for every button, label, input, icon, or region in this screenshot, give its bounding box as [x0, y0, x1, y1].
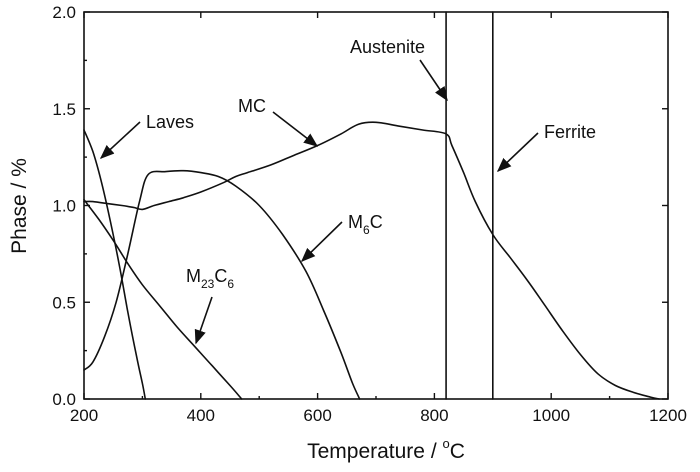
mc-curve: [83, 121, 660, 400]
m23c6-arrow: [194, 296, 213, 345]
m6c-label: M6C: [348, 212, 383, 237]
laves-label: Laves: [146, 112, 194, 132]
m23c6-label-sub: 23: [201, 277, 215, 291]
x-tick-label: 600: [303, 406, 331, 425]
laves-arrow: [99, 121, 141, 159]
y-tick-label: 0.5: [52, 293, 76, 312]
mc-arrow: [272, 111, 319, 147]
x-axis-title-main: Temperature /: [307, 440, 442, 463]
x-tick-label: 1000: [532, 406, 570, 425]
y-axis-ticks: 0.0 0.5 1.0 1.5 2.0: [52, 3, 668, 409]
laves-curve: [83, 129, 147, 400]
x-axis-title-unit: C: [450, 440, 465, 463]
x-tick-label: 200: [70, 406, 98, 425]
m6c-label-sub: 6: [363, 223, 370, 237]
austenite-arrow: [419, 59, 448, 102]
m23c6-label: M23C6: [186, 266, 234, 291]
ferrite-arrow: [496, 132, 539, 172]
m23c6-label-mid: C: [214, 266, 227, 286]
x-axis-title: Temperature / oC: [307, 436, 465, 463]
ferrite-label: Ferrite: [544, 122, 596, 142]
m23c6-label-sub2: 6: [227, 277, 234, 291]
y-tick-label: 0.0: [52, 390, 76, 409]
m6c-curve: [83, 169, 361, 400]
x-axis-ticks: 200 400 600 800 1000 1200: [70, 12, 687, 425]
x-tick-label: 1200: [649, 406, 687, 425]
x-axis-title-degree: o: [443, 436, 450, 451]
x-tick-label: 800: [420, 406, 448, 425]
m23c6-curve: [83, 198, 243, 400]
y-tick-label: 2.0: [52, 3, 76, 22]
plot-frame: [83, 11, 669, 400]
austenite-label: Austenite: [350, 37, 425, 57]
m6c-label-tail: C: [370, 212, 383, 232]
y-axis-title: Phase / %: [8, 158, 31, 254]
m23c6-label-main: M: [186, 266, 201, 286]
y-tick-label: 1.0: [52, 197, 76, 216]
phase-curves: [83, 11, 660, 400]
x-tick-label: 400: [187, 406, 215, 425]
m6c-label-main: M: [348, 212, 363, 232]
y-tick-label: 1.5: [52, 100, 76, 119]
mc-label: MC: [238, 96, 266, 116]
m6c-arrow: [300, 221, 343, 263]
